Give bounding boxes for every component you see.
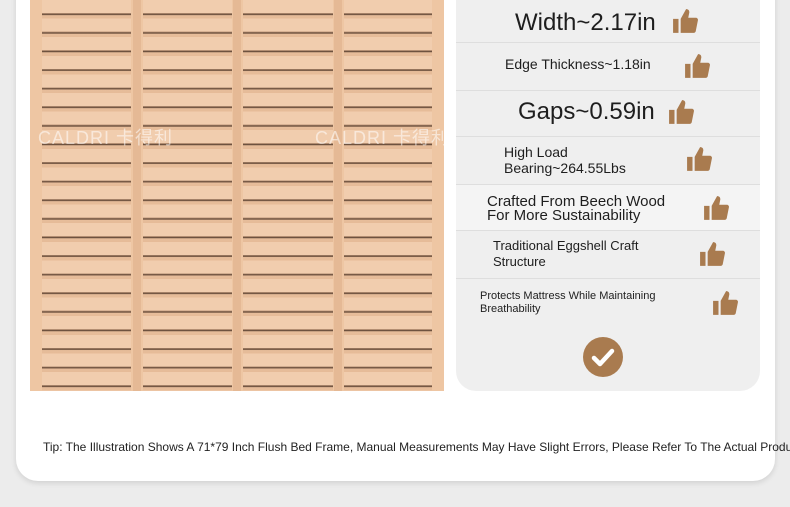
slat-column (243, 0, 333, 391)
tip-text: Tip: The Illustration Shows A 71*79 Inch… (43, 440, 790, 454)
feature-label: Crafted From Beech Wood For More Sustain… (487, 193, 666, 224)
bed-slats-image (30, 0, 444, 391)
slat-post (334, 0, 342, 391)
feature-label: Edge Thickness~1.18in (505, 56, 651, 72)
feature-row: Protects Mattress While Maintaining Brea… (456, 279, 760, 325)
watermark: CALDRI 卡得利 (315, 128, 451, 148)
thumbs-up-icon (687, 147, 712, 171)
thumbs-up-icon (669, 100, 694, 124)
thumbs-up-icon (704, 196, 729, 220)
feature-label: Gaps~0.59in (518, 98, 655, 125)
feature-row: Width~2.17in (456, 0, 760, 43)
slat-column (42, 0, 131, 391)
slat-column (143, 0, 232, 391)
feature-label: Protects Mattress While Maintaining Brea… (480, 290, 656, 315)
thumbs-up-icon (713, 291, 738, 315)
feature-label: High Load Bearing~264.55Lbs (504, 144, 626, 176)
slat-post (233, 0, 241, 391)
feature-label: Traditional Eggshell Craft Structure (493, 238, 639, 269)
feature-row: Gaps~0.59in (456, 91, 760, 137)
feature-label: Width~2.17in (515, 9, 656, 36)
feature-row: Crafted From Beech Wood For More Sustain… (456, 185, 760, 231)
feature-row: Traditional Eggshell Craft Structure (456, 231, 760, 279)
thumbs-up-icon (700, 242, 725, 266)
watermark: CALDRI 卡得利 (38, 128, 174, 148)
feature-row: Edge Thickness~1.18in (456, 43, 760, 91)
slat-column (344, 0, 432, 391)
slat-post (133, 0, 141, 391)
checkmark-icon (583, 337, 623, 377)
thumbs-up-icon (685, 54, 710, 78)
feature-panel: Width~2.17in Edge Thickness~1.18in Gaps~… (456, 0, 760, 391)
thumbs-up-icon (673, 9, 698, 33)
feature-row: High Load Bearing~264.55Lbs (456, 137, 760, 185)
